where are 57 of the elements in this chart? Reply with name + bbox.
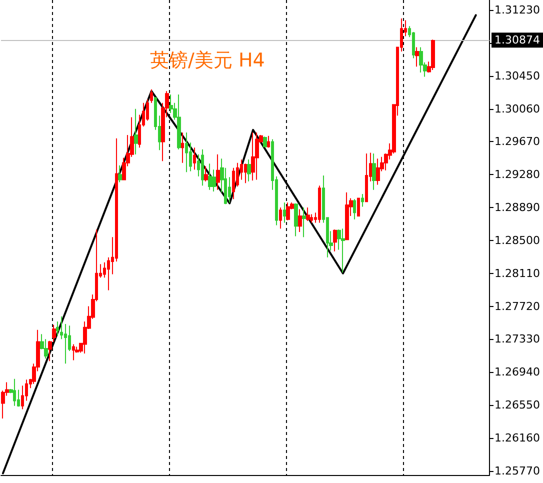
y-tick-label: 1.26160 xyxy=(494,431,540,444)
candlestick xyxy=(251,132,255,182)
candlestick xyxy=(318,185,321,224)
text: 英镑/美元 H4 xyxy=(150,50,265,72)
candlestick xyxy=(298,208,302,233)
y-tick-label: 1.29280 xyxy=(494,168,540,182)
candlestick xyxy=(263,136,267,148)
y-tick-label: 1.27330 xyxy=(494,332,540,346)
candlestick xyxy=(353,198,356,220)
candlestick xyxy=(134,108,138,155)
y-tick-label: 1.27720 xyxy=(494,300,540,313)
candlestick xyxy=(150,88,153,104)
candlestick xyxy=(341,228,345,274)
candlestick xyxy=(361,194,364,208)
y-tick-label: 1.29670 xyxy=(494,135,540,148)
y-tick-label: 1.30450 xyxy=(494,69,540,82)
candlestick xyxy=(181,132,184,164)
candlestick xyxy=(306,207,310,222)
candlestick xyxy=(244,163,247,184)
candlestick xyxy=(415,46,419,68)
y-tick-label: 1.26940 xyxy=(494,366,540,379)
y-tick-label: 1.30060 xyxy=(494,102,540,116)
candlestick xyxy=(372,153,376,190)
candlestick xyxy=(193,147,196,170)
candlestick xyxy=(431,39,435,71)
ref-line-label: 1.30874 xyxy=(494,34,540,47)
candlestick xyxy=(279,207,282,230)
candlestick xyxy=(185,132,188,173)
candlestick xyxy=(333,228,337,252)
candlestick xyxy=(208,163,212,190)
candlestick xyxy=(204,166,208,182)
candlestick xyxy=(216,154,220,190)
candlestick xyxy=(177,94,181,150)
candlestick xyxy=(365,153,368,202)
candlestick xyxy=(286,202,290,221)
candlestick xyxy=(13,378,16,406)
y-tick-label: 1.31230 xyxy=(494,4,540,17)
candlestick xyxy=(267,135,270,148)
candlestick xyxy=(232,167,235,200)
candlestick xyxy=(56,320,59,336)
y-tick-label: 1.25770 xyxy=(494,464,540,478)
y-tick-label: 1.28500 xyxy=(494,234,540,247)
y-tick-label: 1.28110 xyxy=(494,266,540,280)
y-tick-label: 1.26550 xyxy=(494,398,540,412)
candlestick xyxy=(255,132,259,180)
candlestick xyxy=(118,164,122,183)
y-tick-label: 1.28890 xyxy=(494,201,540,214)
candlestick xyxy=(419,46,423,74)
candlestick xyxy=(72,344,75,361)
candlestick xyxy=(357,198,360,216)
candlestick xyxy=(201,148,204,186)
candlestick xyxy=(302,207,306,238)
candlestick xyxy=(247,158,251,182)
candlestick xyxy=(376,158,380,186)
candlestick xyxy=(294,202,298,237)
candlestick xyxy=(345,192,349,240)
candlestick xyxy=(283,202,286,224)
